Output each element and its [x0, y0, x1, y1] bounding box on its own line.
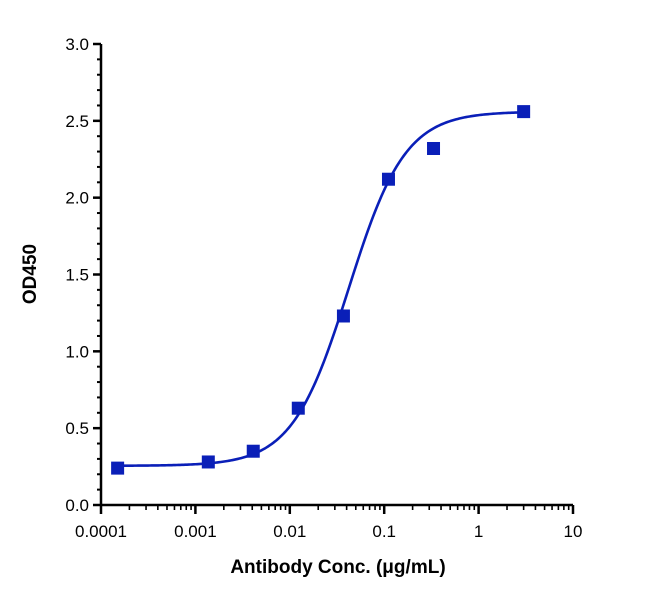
data-point: [336, 309, 350, 323]
data-point: [381, 172, 395, 186]
x-tick-label: 0.001: [174, 522, 217, 541]
x-tick-label: 0.1: [372, 522, 396, 541]
data-point: [111, 461, 125, 475]
fit-layer: [117, 111, 524, 468]
x-tick-label: 1: [474, 522, 483, 541]
data-point: [427, 141, 441, 155]
y-tick-label: 1.0: [65, 342, 89, 361]
y-tick-label: 2.5: [65, 112, 89, 131]
data-point: [291, 401, 305, 415]
x-tick-label: 0.01: [273, 522, 306, 541]
x-axis-title: Antibody Conc. (μg/mL): [230, 557, 445, 578]
y-axis-title: OD450: [20, 244, 41, 304]
data-point: [517, 105, 531, 119]
y-tick-label: 2.0: [65, 189, 89, 208]
points-layer: [111, 105, 531, 475]
x-tick-label: 10: [564, 522, 583, 541]
x-axis-ticks: 0.0001 0.001 0.01 0.1 1 10: [75, 505, 582, 541]
y-tick-label: 0.0: [65, 496, 89, 515]
y-tick-label: 3.0: [65, 35, 89, 54]
y-tick-label: 1.5: [65, 266, 89, 285]
data-point: [201, 455, 215, 469]
y-axis-ticks: 0.0 0.5 1.0 1.5 2.0 2.5 3.0: [65, 35, 101, 515]
x-tick-label: 0.0001: [75, 522, 127, 541]
y-tick-label: 0.5: [65, 419, 89, 438]
fit-curve: [117, 111, 524, 468]
data-point: [246, 444, 260, 458]
